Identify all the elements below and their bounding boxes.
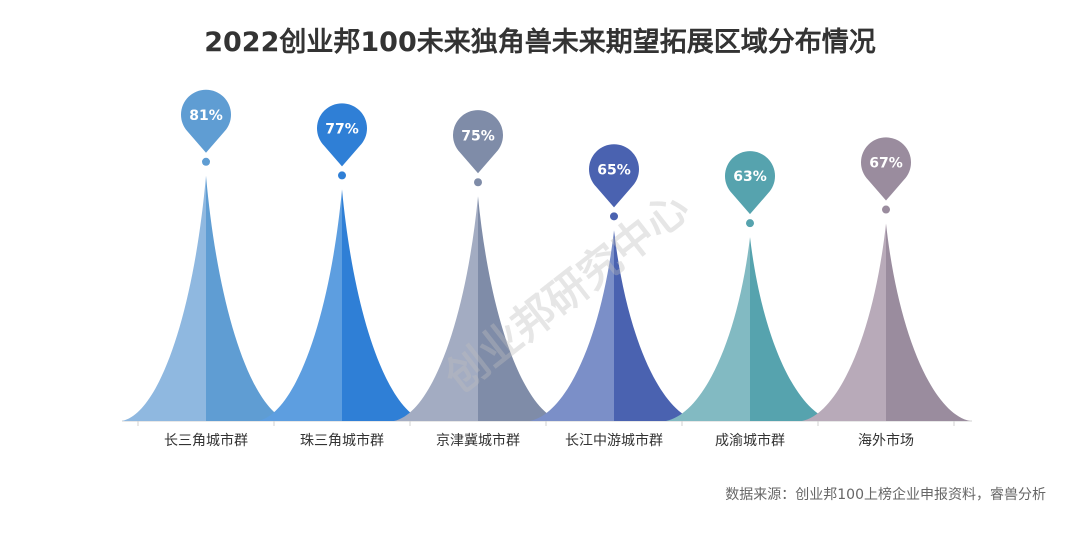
source-note: 数据来源：创业邦100上榜企业申报资料，睿兽分析 xyxy=(725,487,1046,503)
value-pin xyxy=(317,103,367,167)
value-pin xyxy=(725,151,775,215)
spike-bar-right xyxy=(206,175,290,421)
value-marker-dot xyxy=(882,205,890,214)
value-marker-dot xyxy=(746,219,754,228)
spike-bar-right xyxy=(886,223,970,421)
value-pin xyxy=(452,110,503,174)
value-marker-dot xyxy=(474,178,482,187)
category-label: 长江中游城市群 xyxy=(565,432,663,449)
data-label: 75% xyxy=(461,128,495,144)
data-label: 77% xyxy=(325,121,359,137)
category-label: 珠三角城市群 xyxy=(300,432,384,449)
category-label: 长三角城市群 xyxy=(164,432,248,449)
spike-bar-left xyxy=(530,230,614,421)
value-marker-dot xyxy=(610,212,618,221)
data-label: 65% xyxy=(597,162,631,178)
spike-bar-right xyxy=(342,189,426,421)
category-label: 京津冀城市群 xyxy=(436,432,520,449)
data-label: 81% xyxy=(189,108,223,124)
chart-title: 2022创业邦100未来独角兽未来期望拓展区域分布情况 xyxy=(204,27,876,58)
value-pin xyxy=(861,137,911,201)
spike-bar-right xyxy=(750,237,834,421)
category-label: 海外市场 xyxy=(858,432,914,449)
spike-bar-left xyxy=(258,189,342,421)
value-marker-dot xyxy=(202,157,210,166)
value-pin xyxy=(181,89,231,153)
spike-bar-left xyxy=(802,223,886,421)
value-pin xyxy=(588,144,639,208)
value-marker-dot xyxy=(338,171,346,180)
category-label: 成渝城市群 xyxy=(715,432,785,449)
data-label: 63% xyxy=(733,169,767,185)
spike-bar-left xyxy=(394,196,478,421)
spike-bar-left xyxy=(122,175,206,421)
spike-bar-left xyxy=(666,237,750,421)
spike-bar-right xyxy=(478,196,562,421)
spike-bar-right xyxy=(614,230,698,421)
data-label: 67% xyxy=(869,156,903,172)
